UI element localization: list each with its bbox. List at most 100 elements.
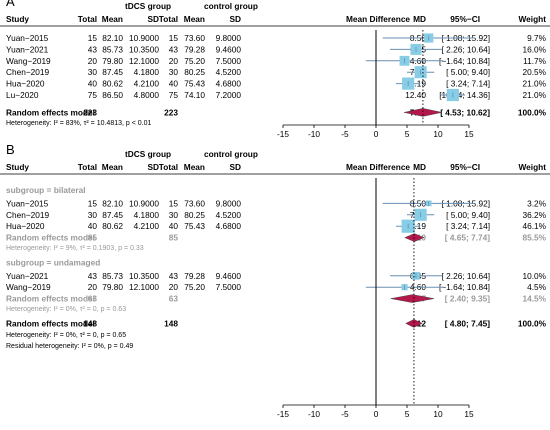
pooled-diamond [404, 233, 425, 242]
header-group1: tDCS group [125, 149, 171, 159]
pooled-t-total: 223 [83, 107, 97, 117]
header-weight: Weight [519, 14, 547, 24]
header-ci: 95%−CI [450, 14, 480, 24]
cell-weight: 10.0% [522, 271, 546, 281]
cell-t-total: 40 [88, 221, 98, 231]
cell-c-total: 43 [169, 44, 179, 54]
cell-t-mean: 87.45 [102, 210, 123, 220]
heterogeneity-text: Heterogeneity: I² = 0%, τ² = 0, p = 0.65 [6, 332, 126, 339]
pooled-c-total: 85 [169, 233, 179, 243]
heterogeneity-text: Heterogeneity: I² = 83%, τ² = 10.4813, p… [6, 120, 151, 127]
cell-c-sd: 4.6800 [216, 79, 242, 89]
cell-t-sd: 4.8000 [134, 90, 160, 100]
cell-weight: 9.7% [527, 33, 547, 43]
cell-c-mean: 73.60 [184, 198, 205, 208]
cell-c-total: 43 [169, 271, 179, 281]
header-c-total: Total [159, 162, 178, 172]
residual-heterogeneity-text: Residual heterogeneity: I² = 0%, p = 0.4… [6, 343, 133, 350]
cell-t-total: 20 [88, 56, 98, 66]
x-tick-label: -15 [277, 409, 289, 419]
cell-c-mean: 80.25 [184, 67, 205, 77]
cell-c-sd: 9.8000 [216, 198, 242, 208]
x-tick-label: 0 [374, 409, 379, 419]
header-group2: control group [204, 1, 258, 11]
x-tick-label: 5 [405, 409, 410, 419]
study-name: Hua−2020 [6, 221, 45, 231]
cell-c-total: 30 [169, 67, 179, 77]
cell-t-total: 43 [88, 44, 98, 54]
pooled-diamond [404, 108, 442, 117]
cell-c-total: 20 [169, 56, 179, 66]
x-tick-label: -5 [341, 129, 349, 139]
cell-c-mean: 74.10 [184, 90, 205, 100]
cell-t-sd: 4.2100 [134, 221, 160, 231]
cell-t-sd: 12.1000 [129, 282, 159, 292]
cell-ci: [ 2.26; 10.64] [442, 271, 490, 281]
header-t-mean: Mean [102, 162, 123, 172]
pooled-c-total: 223 [164, 107, 178, 117]
pooled-t-total: 148 [83, 318, 97, 328]
header-weight: Weight [519, 162, 547, 172]
cell-t-total: 30 [88, 67, 98, 77]
cell-weight: 20.5% [522, 67, 546, 77]
study-name: Lu−2020 [6, 90, 39, 100]
pooled-label: Random effects model [6, 107, 95, 117]
header-c-mean: Mean [184, 14, 205, 24]
cell-weight: 4.5% [527, 282, 547, 292]
cell-c-mean: 75.43 [184, 221, 205, 231]
x-tick-label: 0 [374, 129, 379, 139]
x-tick-label: 10 [433, 129, 443, 139]
pooled-diamond [390, 294, 435, 303]
cell-c-sd: 4.5200 [216, 67, 242, 77]
study-name: Chen−2019 [6, 67, 50, 77]
header-md: MD [413, 14, 426, 24]
cell-weight: 21.0% [522, 79, 546, 89]
cell-t-total: 43 [88, 271, 98, 281]
cell-t-mean: 86.50 [102, 90, 123, 100]
cell-c-sd: 9.4600 [216, 44, 242, 54]
subgroup-heterogeneity: Heterogeneity: I² = 9%, τ² = 0.1903, p =… [6, 245, 144, 252]
cell-t-mean: 80.62 [102, 79, 123, 89]
pooled-c-total: 63 [169, 294, 179, 304]
pooled-weight: 100.0% [518, 107, 547, 117]
panel-label: B [6, 142, 15, 157]
x-tick-label: -5 [341, 409, 349, 419]
cell-c-sd: 9.4600 [216, 271, 242, 281]
cell-t-sd: 10.3500 [129, 271, 159, 281]
cell-t-total: 15 [88, 198, 98, 208]
pooled-weight: 14.5% [522, 294, 546, 304]
study-name: Wang−2019 [6, 282, 51, 292]
study-name: Yuan−2021 [6, 271, 49, 281]
cell-t-mean: 79.80 [102, 56, 123, 66]
cell-c-mean: 79.28 [184, 44, 205, 54]
cell-t-sd: 10.9000 [129, 198, 159, 208]
cell-t-sd: 10.3500 [129, 44, 159, 54]
pooled-weight: 85.5% [522, 233, 546, 243]
header-group1: tDCS group [125, 1, 171, 11]
cell-ci: [ 5.00; 9.40] [446, 210, 490, 220]
cell-t-total: 30 [88, 210, 98, 220]
cell-weight: 46.1% [522, 221, 546, 231]
study-name: Yuan−2015 [6, 198, 49, 208]
cell-ci: [−1.64; 10.84] [439, 282, 490, 292]
pooled-label: Random effects model [6, 294, 95, 304]
pooled-t-total: 63 [88, 294, 98, 304]
x-tick-label: 15 [464, 409, 474, 419]
cell-t-total: 20 [88, 282, 98, 292]
header-c-total: Total [159, 14, 178, 24]
header-c-sd: SD [229, 14, 241, 24]
cell-c-total: 75 [169, 90, 179, 100]
pooled-diamond [405, 319, 423, 328]
pooled-ci: [ 2.40; 9.35] [445, 294, 490, 304]
study-name: Yuan−2021 [6, 44, 49, 54]
x-tick-label: -15 [277, 129, 289, 139]
cell-weight: 21.0% [522, 90, 546, 100]
x-tick-label: 5 [405, 129, 410, 139]
study-name: Chen−2019 [6, 210, 50, 220]
header-t-total: Total [78, 14, 97, 24]
cell-c-mean: 79.28 [184, 271, 205, 281]
pooled-c-total: 148 [164, 318, 178, 328]
cell-t-total: 75 [88, 90, 98, 100]
